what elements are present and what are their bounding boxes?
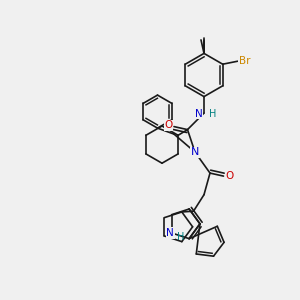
Text: Br: Br [238, 56, 250, 66]
Text: N: N [166, 228, 174, 238]
Text: O: O [225, 171, 234, 181]
Text: H: H [177, 232, 184, 242]
Text: O: O [164, 120, 173, 130]
Text: N: N [195, 109, 203, 119]
Text: H: H [209, 109, 217, 119]
Text: N: N [191, 147, 199, 157]
